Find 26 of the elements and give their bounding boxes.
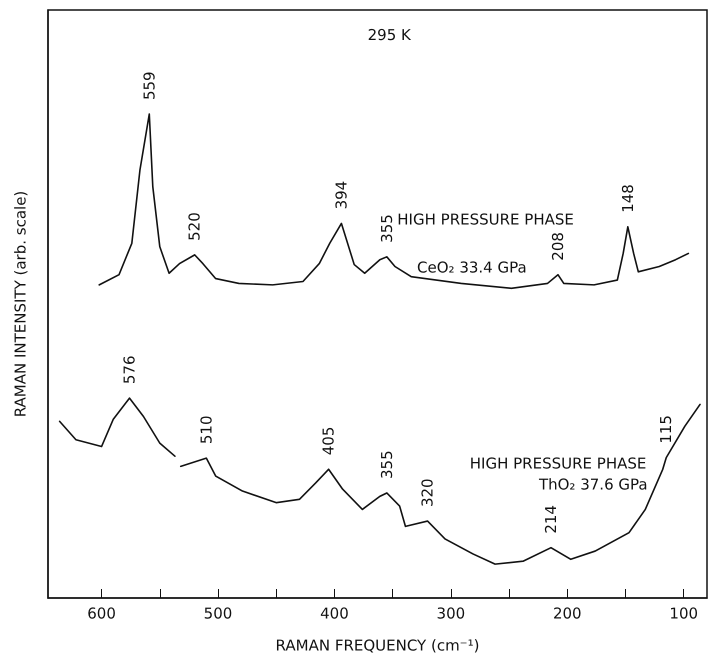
x-tick-label: 200	[552, 604, 582, 622]
annotation: 115	[657, 415, 676, 444]
series-label: CeO₂ 33.4 GPa	[417, 258, 527, 276]
annotation: HIGH PRESSURE PHASE	[470, 454, 646, 472]
annotation: 355	[378, 450, 396, 479]
series-label: ThO₂ 37.6 GPa	[538, 476, 648, 494]
annotation: 520	[186, 212, 204, 241]
annotation: HIGH PRESSURE PHASE	[397, 210, 574, 228]
annotation: 394	[332, 180, 350, 210]
x-tick-label: 100	[669, 604, 698, 622]
x-tick-label: 600	[87, 604, 116, 622]
text: 295 K	[368, 26, 412, 44]
annotation: 208	[548, 232, 567, 261]
annotation: 355	[378, 214, 396, 243]
annotation: 510	[197, 416, 216, 444]
x-tick-label: 500	[204, 604, 232, 622]
x-axis-title: RAMAN FREQUENCY (cm⁻¹)	[276, 636, 480, 654]
annotation: 559	[140, 71, 158, 100]
annotation: 405	[320, 426, 338, 456]
x-tick-label: 300	[436, 604, 466, 622]
annotation: 148	[618, 184, 637, 213]
x-tick-label: 400	[320, 604, 349, 622]
annotation: 320	[418, 478, 437, 508]
annotation: 576	[120, 355, 138, 384]
y-axis-title: RAMAN INTENSITY (arb. scale)	[12, 190, 30, 418]
annotation: 214	[542, 505, 560, 534]
